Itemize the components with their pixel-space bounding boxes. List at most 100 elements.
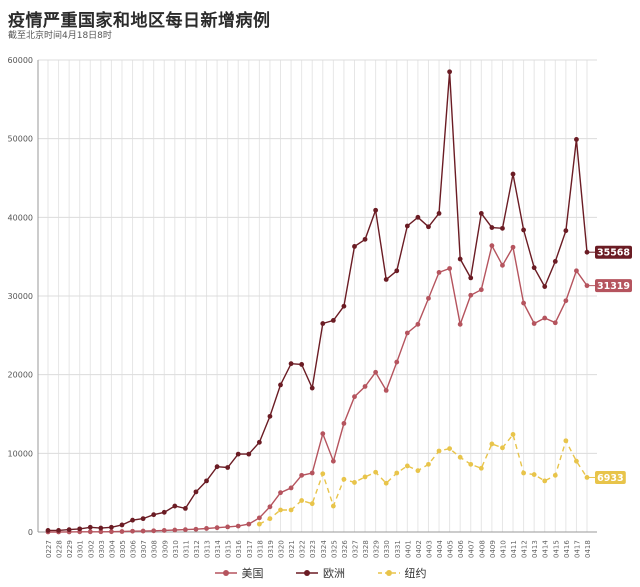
legend-label-europe: 欧洲 [323,567,345,580]
data-point-2 [563,438,569,444]
data-point-1 [510,171,516,177]
data-point-0 [436,270,442,275]
data-point-1 [521,227,526,233]
data-point-0 [447,266,453,271]
data-point-0 [531,321,537,326]
data-point-2 [394,470,400,476]
x-tick-label: 0323 [309,540,317,558]
data-point-0 [225,524,231,530]
x-tick-label: 0311 [182,540,190,558]
data-point-1 [119,522,125,528]
x-tick-label: 0306 [130,540,138,558]
data-point-2 [288,507,294,513]
x-tick-label: 0415 [552,540,560,558]
data-point-0 [510,244,516,250]
data-point-1 [172,503,178,509]
data-point-1 [552,258,558,264]
x-tick-label: 0409 [489,540,497,558]
data-point-1 [531,265,537,271]
data-point-1 [193,489,199,495]
data-point-2 [299,498,305,503]
data-point-2 [468,461,474,467]
x-tick-label: 0325 [330,540,338,558]
x-tick-label: 0416 [563,540,571,558]
data-point-0 [394,359,400,365]
x-tick-label: 0412 [521,540,529,558]
data-point-2 [373,469,379,475]
x-tick-label: 0310 [172,540,180,558]
data-point-0 [521,300,526,306]
x-tick-label: 0329 [373,540,381,558]
end-label-badge-1 [595,245,632,259]
data-point-0 [373,369,379,375]
data-point-1 [140,516,146,522]
x-tick-label: 0401 [404,540,412,558]
legend-item-newyork[interactable]: 纽约 [377,565,427,581]
data-point-1 [225,465,231,470]
data-point-0 [299,472,305,478]
x-tick-label: 0403 [425,540,433,558]
data-point-1 [299,362,305,367]
x-tick-label: 0314 [214,540,222,558]
data-point-1 [182,506,188,511]
data-point-2 [404,463,410,469]
data-point-0 [426,295,431,301]
data-point-0 [267,504,273,510]
data-point-0 [563,298,569,304]
data-point-2 [489,441,495,447]
data-point-1 [246,451,252,457]
data-point-0 [246,521,252,527]
x-tick-label: 0305 [119,540,127,558]
x-tick-label: 0304 [108,540,116,558]
legend-item-europe[interactable]: 欧洲 [295,565,345,581]
x-tick-label: 0301 [77,540,85,558]
data-point-1 [341,303,347,309]
data-point-2 [542,478,548,484]
data-point-1 [109,524,114,530]
data-point-0 [552,320,558,326]
data-point-2 [362,474,368,480]
data-point-2 [426,461,431,467]
data-point-1 [489,225,495,230]
x-tick-label: 0319 [267,540,275,558]
end-label-value-1: 35568 [597,248,630,259]
data-point-1 [426,224,431,230]
data-point-0 [362,384,368,389]
data-point-0 [278,490,283,496]
data-point-1 [542,284,548,289]
x-tick-label: 0324 [320,540,328,558]
x-tick-label: 0417 [573,540,581,558]
data-point-1 [151,512,157,518]
data-point-1 [320,321,326,326]
data-point-0 [574,268,579,274]
data-point-2 [552,472,558,478]
data-point-2 [320,471,326,477]
data-point-2 [383,480,389,486]
legend-swatch-usa [214,570,237,576]
data-point-0 [109,529,114,535]
data-point-1 [383,277,389,282]
series-line-2 [259,432,588,525]
x-tick-label: 0328 [362,540,370,558]
data-point-1 [77,526,83,532]
x-tick-label: 0326 [341,540,349,558]
data-point-0 [489,243,495,249]
data-point-2 [415,468,421,474]
data-point-1 [394,268,400,274]
data-point-0 [383,388,389,393]
x-tick-label: 0408 [478,540,486,558]
legend-swatch-europe [296,570,318,576]
data-point-0 [172,527,178,533]
legend-item-usa[interactable]: 美国 [214,565,264,581]
data-point-2 [309,501,315,507]
x-tick-label: 0313 [204,540,212,558]
data-point-1 [415,214,421,220]
data-point-0 [341,421,347,426]
data-point-0 [256,515,262,521]
y-tick-label: 40000 [8,213,33,222]
data-point-2 [278,507,283,513]
data-point-0 [330,458,336,464]
data-point-0 [320,431,326,437]
data-point-1 [256,439,262,445]
x-tick-label: 0317 [246,540,254,558]
